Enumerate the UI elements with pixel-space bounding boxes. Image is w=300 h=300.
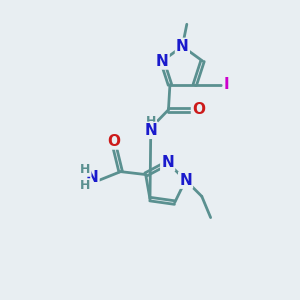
Text: N: N [156,53,169,68]
Text: N: N [179,173,192,188]
Text: I: I [224,77,230,92]
Text: H: H [80,179,91,192]
Text: N: N [86,170,98,185]
Text: O: O [107,134,120,148]
Text: O: O [192,102,205,117]
Text: N: N [144,123,157,138]
Text: N: N [161,155,174,170]
Text: H: H [146,115,156,128]
Text: N: N [176,39,189,54]
Text: H: H [80,163,91,176]
